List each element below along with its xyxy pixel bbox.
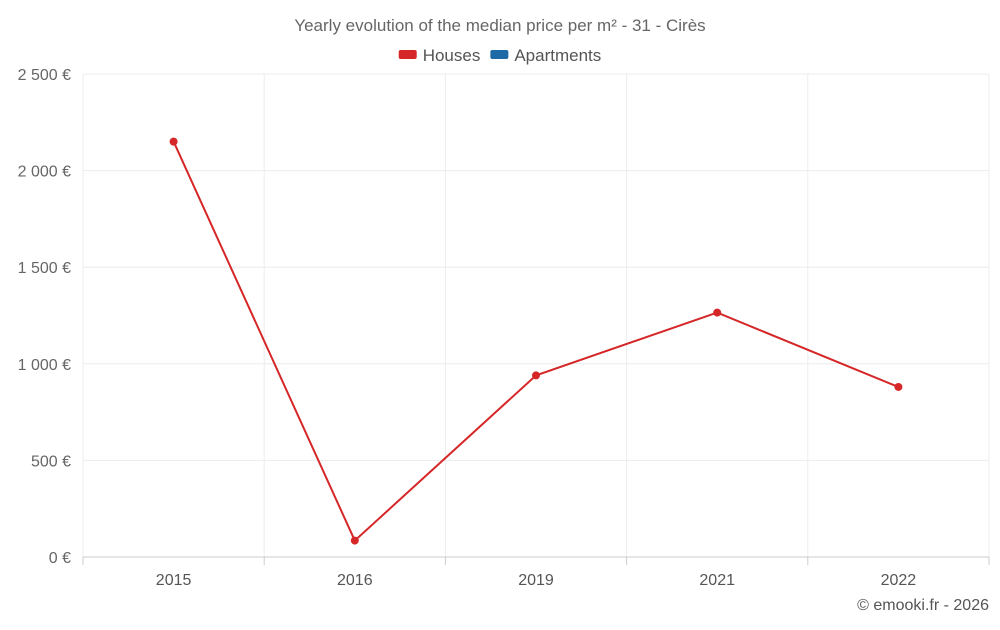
legend-label-houses: Houses bbox=[423, 46, 481, 65]
legend-swatch-apartments bbox=[490, 50, 509, 59]
legend-item-apartments: Apartments bbox=[490, 46, 601, 65]
y-tick-label: 1 000 € bbox=[18, 357, 71, 374]
data-point-houses-2019 bbox=[532, 371, 540, 380]
x-tick-label: 2015 bbox=[156, 572, 192, 589]
y-tick-label: 500 € bbox=[31, 453, 71, 470]
legend: Houses Apartments bbox=[398, 46, 601, 65]
x-tick-label: 2022 bbox=[881, 572, 917, 589]
x-tick-label: 2016 bbox=[337, 572, 373, 589]
y-tick-label: 1 500 € bbox=[18, 260, 71, 277]
chart-title: Yearly evolution of the median price per… bbox=[294, 16, 705, 35]
x-axis: 2015 2016 2019 2021 2022 bbox=[82, 556, 990, 589]
y-tick-label: 2 000 € bbox=[18, 164, 71, 181]
legend-label-apartments: Apartments bbox=[514, 46, 601, 65]
y-axis: 0 € 500 € 1 000 € 1 500 € 2 000 € 2 500 € bbox=[18, 67, 71, 567]
y-tick-label: 0 € bbox=[49, 550, 71, 567]
series-houses bbox=[169, 137, 903, 545]
data-point-houses-2016 bbox=[350, 536, 359, 545]
legend-swatch-houses bbox=[398, 50, 417, 59]
series-line-houses bbox=[172, 141, 899, 543]
x-tick-label: 2019 bbox=[518, 572, 554, 589]
series-layer bbox=[169, 137, 903, 545]
credit-text: © emooki.fr - 2026 bbox=[857, 597, 989, 614]
legend-item-houses: Houses bbox=[398, 46, 481, 65]
y-gridlines bbox=[83, 73, 989, 461]
data-point-houses-2022 bbox=[894, 382, 903, 391]
y-tick-label: 2 500 € bbox=[18, 67, 71, 84]
x-gridlines bbox=[82, 74, 990, 557]
data-point-houses-2021 bbox=[713, 308, 722, 317]
data-point-houses-2015 bbox=[169, 137, 178, 146]
x-tick-label: 2021 bbox=[699, 572, 735, 589]
